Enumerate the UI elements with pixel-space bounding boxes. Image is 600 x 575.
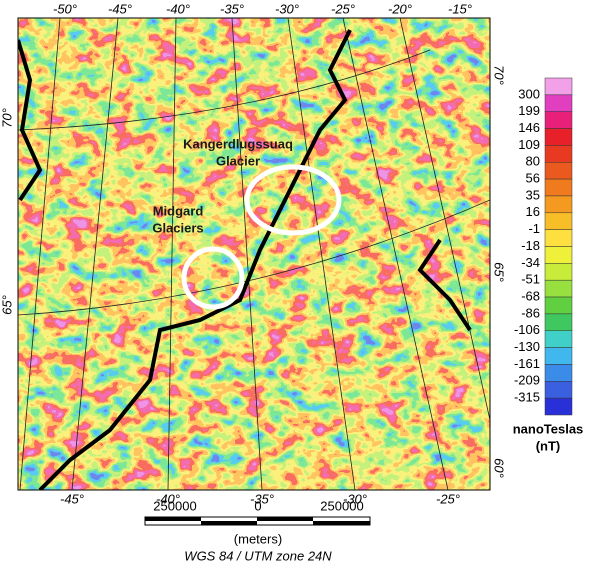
colorbar-label: 300: [518, 86, 540, 101]
scale-label: 0: [254, 498, 261, 513]
colorbar-label: -130: [514, 339, 540, 354]
colorbar-label: 56: [526, 171, 540, 186]
scale-bar: 250000 0 250000 (meters) WGS 84 / UTM zo…: [144, 498, 371, 563]
color-swatch: [544, 162, 573, 180]
color-swatch: [544, 94, 573, 112]
scale-label: 250000: [153, 498, 196, 513]
colorbar-label: -18: [521, 238, 540, 253]
scale-segment: [201, 521, 257, 525]
annotation: Midgard: [153, 203, 204, 218]
colorbar-label: -315: [514, 390, 540, 405]
colorbar-label: 146: [518, 120, 540, 135]
latitude-label: 65°: [492, 262, 507, 282]
highlight-circle: [244, 164, 342, 236]
annotation: Glacier: [216, 153, 260, 168]
color-swatch: [544, 212, 573, 230]
colorbar-label: 109: [518, 137, 540, 152]
color-swatch: [544, 246, 573, 264]
color-swatch: [544, 279, 573, 298]
color-swatch: [544, 128, 573, 146]
annotation: Glaciers: [152, 220, 203, 235]
longitude-label: -45°: [108, 1, 132, 16]
color-swatch: [544, 229, 573, 247]
colorbar-label: -209: [514, 373, 540, 388]
colorbar-title: nanoTeslas: [513, 421, 584, 436]
longitude-label: -20°: [388, 1, 412, 16]
color-swatch: [544, 381, 573, 399]
latitude-label: 65°: [0, 295, 14, 315]
longitude-label: -25°: [436, 491, 460, 506]
colorbar-label: 199: [518, 103, 540, 118]
longitude-label: -40°: [166, 1, 190, 16]
latitude-label: 70°: [492, 65, 507, 85]
scale-label: 250000: [320, 498, 363, 513]
projection: WGS 84 / UTM zone 24N: [184, 548, 332, 563]
coastline: [18, 29, 472, 490]
longitude-label: -50°: [53, 1, 77, 16]
scale-segment: [313, 521, 370, 525]
annotation: Kangerdlugssuaq: [183, 136, 293, 151]
longitude-label: -30°: [275, 1, 299, 16]
colorbar-label: -34: [521, 255, 540, 270]
longitude-label: -15°: [448, 1, 472, 16]
latitude-label: 60°: [492, 458, 507, 478]
highlight-circle: [181, 246, 245, 310]
longitude-label: -45°: [60, 491, 84, 506]
color-swatch: [544, 145, 573, 163]
color-swatch: [544, 313, 573, 331]
colorbar-label: -68: [521, 288, 540, 303]
map: [18, 18, 490, 490]
colorbar-label: -161: [514, 356, 540, 371]
color-swatch: [544, 364, 573, 382]
longitude-label: -25°: [331, 1, 355, 16]
colorbar-title: (nT): [536, 438, 561, 453]
color-swatch: [544, 178, 573, 197]
color-swatch: [544, 296, 573, 315]
labels: -50° -45° -40° -35° -30° -25° -20° -15° -45° -40°…: [0, 1, 507, 506]
colorbar-label: 80: [526, 154, 540, 169]
scale-segment: [257, 517, 313, 521]
longitude-label: -40°: [156, 491, 180, 506]
color-swatch: [544, 111, 573, 129]
colorbar-label: -51: [521, 272, 540, 287]
colorbar-label: 16: [526, 204, 540, 219]
longitude-label: -30°: [343, 491, 367, 506]
anomaly-field: [18, 18, 490, 490]
scale-unit: (meters): [234, 531, 282, 546]
annotations: Kangerdlugssuaq Glacier Midgard Glaciers: [152, 136, 293, 235]
colorbar-label: 35: [526, 187, 540, 202]
color-swatch: [544, 263, 573, 281]
longitude-label: -35°: [250, 491, 274, 506]
color-swatch: [544, 330, 573, 348]
scale-segment: [145, 517, 201, 521]
latitude-label: 70°: [0, 108, 14, 128]
longitude-label: -35°: [220, 1, 244, 16]
color-swatch: [544, 347, 573, 365]
color-swatch: [544, 397, 573, 416]
color-swatch: [544, 77, 573, 96]
color-swatch: [544, 195, 573, 214]
colorbar-label: -106: [514, 322, 540, 337]
colorbar-label: -86: [521, 305, 540, 320]
colorbar-label: -1: [528, 221, 540, 236]
map-frame: [17, 17, 491, 491]
graticule: [18, 18, 490, 490]
